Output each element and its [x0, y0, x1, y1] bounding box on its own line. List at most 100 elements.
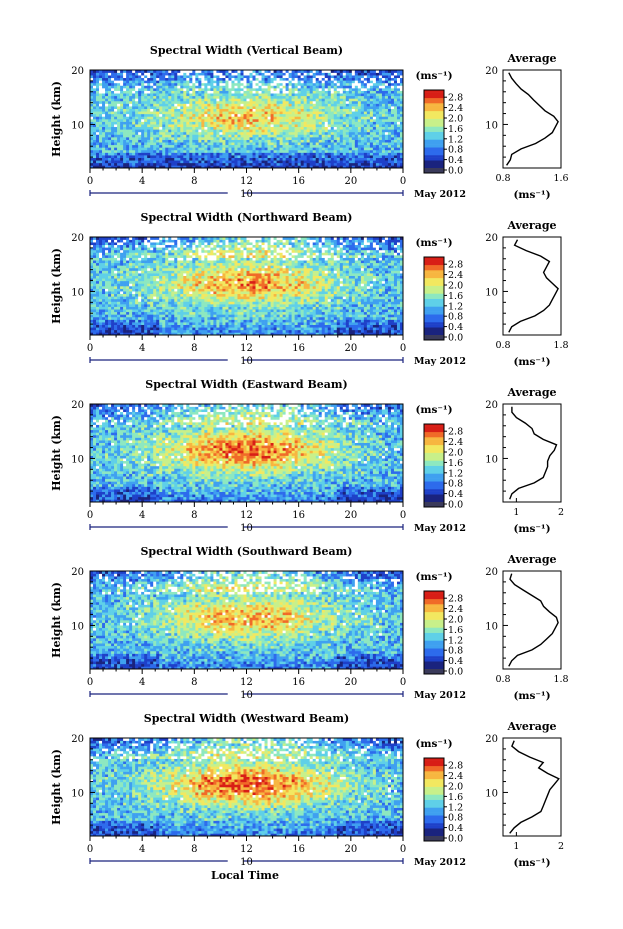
heatmap-cell: [358, 83, 361, 86]
heatmap-cell: [367, 114, 370, 117]
heatmap-cell: [262, 147, 265, 150]
heatmap-cell: [265, 129, 268, 132]
heatmap-cell: [150, 247, 153, 250]
heatmap-cell: [337, 83, 340, 86]
heatmap-cell: [234, 109, 237, 112]
heatmap-cell: [370, 132, 373, 135]
heatmap-cell: [301, 127, 304, 130]
heatmap-cell: [298, 153, 301, 156]
heatmap-cell: [382, 101, 385, 104]
heatmap-cell: [189, 153, 192, 156]
heatmap-cell: [340, 145, 343, 148]
heatmap-cell: [108, 307, 111, 310]
heatmap-cell: [295, 122, 298, 125]
heatmap-cell: [138, 104, 141, 107]
heatmap-cell: [277, 106, 280, 109]
heatmap-cell: [280, 140, 283, 143]
heatmap-cell: [289, 122, 292, 125]
heatmap-cell: [373, 104, 376, 107]
heatmap-cell: [283, 160, 286, 163]
heatmap-cell: [343, 104, 346, 107]
heatmap-cell: [277, 96, 280, 99]
heatmap-cell: [150, 98, 153, 101]
heatmap-cell: [352, 85, 355, 88]
heatmap-cell: [141, 155, 144, 158]
heatmap-cell: [96, 258, 99, 261]
heatmap-cell: [373, 147, 376, 150]
heatmap-cell: [268, 104, 271, 107]
heatmap-cell: [99, 273, 102, 276]
heatmap-cell: [180, 134, 183, 137]
heatmap-cell: [135, 127, 138, 130]
heatmap-cell: [243, 145, 246, 148]
heatmap-cell: [304, 98, 307, 101]
heatmap-cell: [117, 158, 120, 161]
heatmap-cell: [135, 252, 138, 255]
heatmap-cell: [180, 101, 183, 104]
heatmap-cell: [138, 137, 141, 140]
heatmap-cell: [225, 96, 228, 99]
heatmap-cell: [298, 114, 301, 117]
heatmap-cell: [144, 312, 147, 315]
heatmap-cell: [325, 150, 328, 153]
colorbar-tick-label: 2.0: [448, 114, 463, 125]
heatmap-cell: [126, 240, 129, 243]
heatmap-cell: [144, 278, 147, 281]
heatmap-cell: [177, 145, 180, 148]
heatmap-cell: [126, 85, 129, 88]
heatmap-cell: [256, 88, 259, 91]
heatmap-cell: [102, 147, 105, 150]
heatmap-cell: [382, 127, 385, 130]
heatmap-cell: [219, 140, 222, 143]
heatmap-cell: [126, 114, 129, 117]
heatmap-cell: [174, 132, 177, 135]
heatmap-cell: [328, 104, 331, 107]
heatmap-cell: [259, 142, 262, 145]
heatmap-cell: [132, 91, 135, 94]
heatmap-cell: [280, 155, 283, 158]
heatmap-cell: [231, 158, 234, 161]
heatmap-cell: [265, 96, 268, 99]
heatmap-cell: [292, 140, 295, 143]
heatmap-cell: [268, 111, 271, 114]
heatmap-cell: [340, 98, 343, 101]
heatmap-cell: [189, 96, 192, 99]
heatmap-cell: [349, 153, 352, 156]
heatmap-cell: [243, 104, 246, 107]
heatmap-cell: [180, 150, 183, 153]
heatmap-cell: [343, 153, 346, 156]
heatmap-cell: [135, 325, 138, 328]
heatmap-cell: [361, 91, 364, 94]
heatmap-cell: [259, 98, 262, 101]
heatmap-cell: [147, 83, 150, 86]
heatmap-cell: [216, 93, 219, 96]
heatmap-cell: [262, 160, 265, 163]
heatmap-cell: [313, 73, 316, 76]
heatmap-cell: [144, 325, 147, 328]
average-x-label: (ms⁻¹): [513, 189, 550, 201]
heatmap-cell: [123, 127, 126, 130]
heatmap-cell: [391, 88, 394, 91]
heatmap-cell: [153, 122, 156, 125]
heatmap-cell: [286, 119, 289, 122]
heatmap-cell: [268, 96, 271, 99]
heatmap-cell: [240, 73, 243, 76]
heatmap-cell: [111, 242, 114, 245]
heatmap-cell: [129, 104, 132, 107]
heatmap-cell: [117, 85, 120, 88]
heatmap-cell: [156, 250, 159, 253]
heatmap-cell: [343, 129, 346, 132]
heatmap-cell: [397, 73, 400, 76]
heatmap-cell: [361, 101, 364, 104]
heatmap-cell: [123, 289, 126, 292]
heatmap-cell: [379, 85, 382, 88]
heatmap-cell: [141, 124, 144, 127]
heatmap-cell: [237, 122, 240, 125]
heatmap-cell: [153, 312, 156, 315]
heatmap-cell: [373, 88, 376, 91]
heatmap-cell: [310, 101, 313, 104]
heatmap-cell: [156, 129, 159, 132]
heatmap-cell: [259, 122, 262, 125]
heatmap-cell: [364, 104, 367, 107]
heatmap-cell: [364, 106, 367, 109]
